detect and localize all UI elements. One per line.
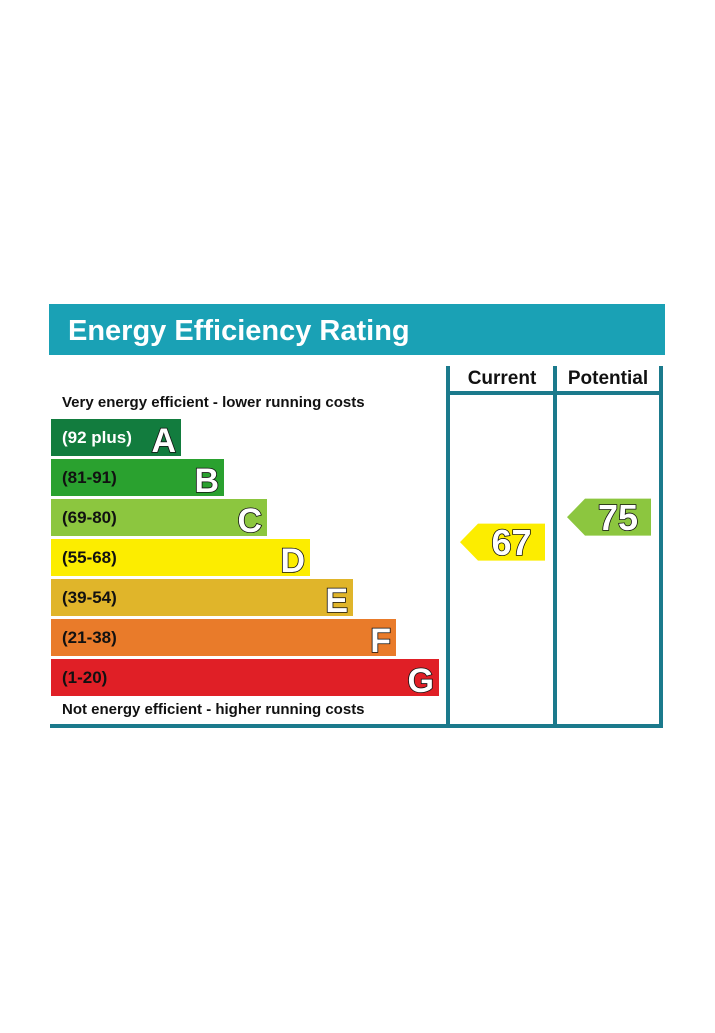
bottom-note: Not energy efficient - higher running co… <box>62 701 365 718</box>
band-range-label: (21-38) <box>62 628 117 647</box>
top-note: Very energy efficient - lower running co… <box>62 394 365 411</box>
band-c: (69-80) C <box>51 499 267 541</box>
band-b: (81-91) B <box>51 459 224 501</box>
band-letter: C <box>237 502 262 540</box>
band-range-label: (1-20) <box>62 668 107 687</box>
band-letter: G <box>408 662 434 700</box>
band-bar <box>51 459 224 496</box>
band-bar <box>51 619 396 656</box>
band-range-label: (55-68) <box>62 548 117 567</box>
band-letter: B <box>194 462 219 500</box>
band-a: (92 plus) A <box>51 419 181 461</box>
current-rating-marker: 67 <box>460 521 545 564</box>
band-e: (39-54) E <box>51 579 353 621</box>
band-bar <box>51 659 439 696</box>
band-bar <box>51 539 310 576</box>
band-range-label: (39-54) <box>62 588 117 607</box>
band-bar <box>51 419 181 456</box>
potential-rating-marker: 75 <box>567 496 651 539</box>
current-column-header: Current <box>468 368 537 389</box>
potential-rating-value: 75 <box>598 497 638 538</box>
band-letter: F <box>370 622 391 660</box>
band-bar <box>51 499 267 536</box>
current-marker-arrow <box>460 523 545 561</box>
chart-title: Energy Efficiency Rating <box>68 315 410 347</box>
current-rating-value: 67 <box>491 522 531 563</box>
potential-marker-arrow <box>567 498 651 536</box>
band-letter: A <box>151 422 176 460</box>
rating-bands: (92 plus) A(81-91) B(69-80) C(55-68) D(39-54… <box>51 419 439 701</box>
column-frame <box>50 366 663 728</box>
band-d: (55-68) D <box>51 539 310 581</box>
band-letter: D <box>280 542 305 580</box>
potential-column-header: Potential <box>568 368 648 389</box>
rating-markers: 67 75 <box>460 496 651 564</box>
band-f: (21-38) F <box>51 619 396 661</box>
band-bar <box>51 579 353 616</box>
header-bar <box>49 304 665 355</box>
band-range-label: (92 plus) <box>62 428 132 447</box>
band-range-label: (81-91) <box>62 468 117 487</box>
band-letter: E <box>325 582 348 620</box>
band-range-label: (69-80) <box>62 508 117 527</box>
band-g: (1-20) G <box>51 659 439 701</box>
